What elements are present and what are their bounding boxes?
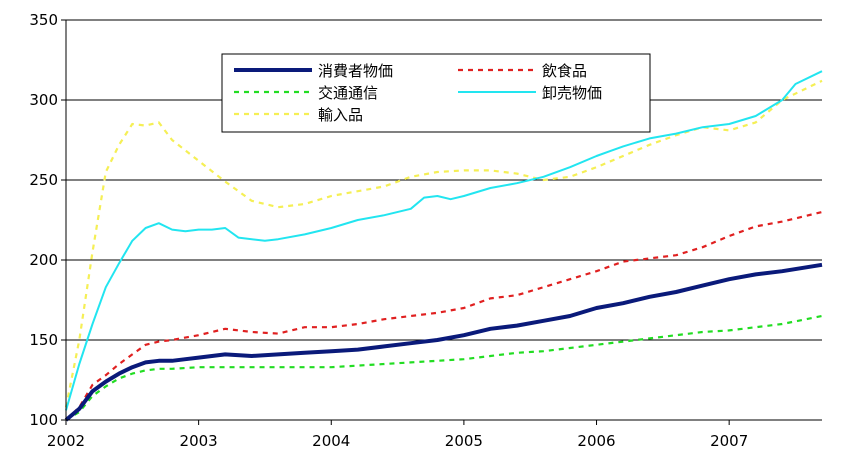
gridlines bbox=[66, 19, 822, 341]
x-tick-label: 2007 bbox=[710, 432, 748, 450]
y-tick-label: 200 bbox=[29, 251, 58, 269]
series-line-3 bbox=[65, 314, 823, 421]
series-layer bbox=[64, 70, 823, 422]
y-tick-label: 350 bbox=[29, 11, 58, 29]
series-line-4 bbox=[65, 70, 823, 411]
legend-box bbox=[221, 53, 651, 133]
y-tick-label: 250 bbox=[29, 171, 58, 189]
legend-label-1: 消費者物価 bbox=[318, 62, 393, 80]
legend-label-2: 飲食品 bbox=[542, 62, 587, 80]
y-tick-label: 150 bbox=[29, 331, 58, 349]
axes bbox=[65, 20, 822, 421]
y-tick-label: 100 bbox=[29, 411, 58, 429]
legend-label-5: 輸入品 bbox=[318, 106, 363, 124]
x-tick-label: 2002 bbox=[47, 432, 85, 450]
x-tick-label: 2006 bbox=[577, 432, 615, 450]
x-tick-label: 2003 bbox=[180, 432, 218, 450]
series-line-2 bbox=[65, 210, 823, 421]
series-line-5 bbox=[64, 79, 823, 408]
y-tick-label: 300 bbox=[29, 91, 58, 109]
tick-labels: 100 150 200 250 300 350 2002 2003 2004 2005 2006 20… bbox=[29, 11, 748, 450]
x-tick-label: 2005 bbox=[445, 432, 483, 450]
series-line-1 bbox=[64, 262, 823, 422]
legend-label-3: 交通通信 bbox=[318, 84, 378, 102]
x-tick-label: 2004 bbox=[312, 432, 350, 450]
legend-label-4: 卸売物価 bbox=[542, 84, 602, 102]
